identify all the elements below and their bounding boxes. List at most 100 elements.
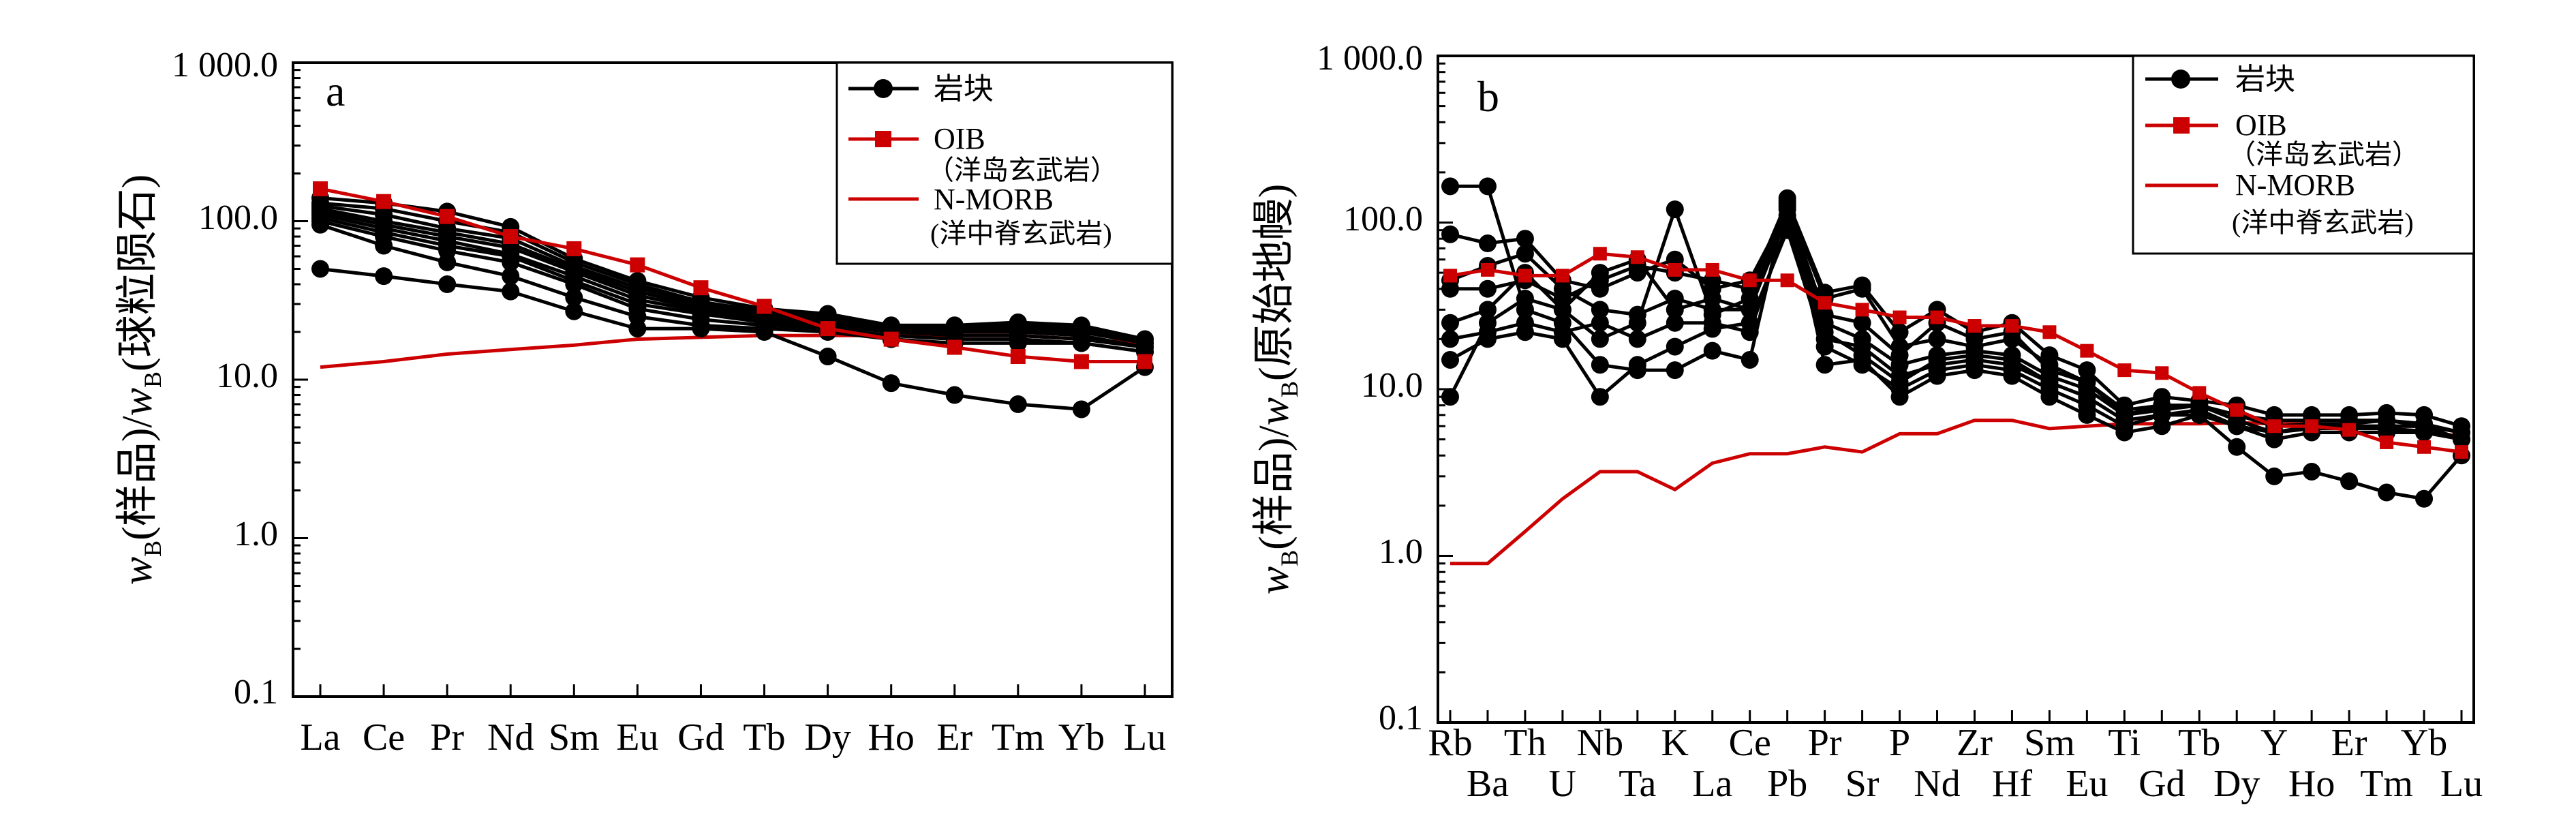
- panel-a-oib-point: [313, 181, 328, 197]
- panel-a-xtick-label-Dy: Dy: [804, 716, 850, 759]
- panel-b-rock-line-0: [1450, 184, 2463, 501]
- panel-b-oib-point: [1855, 303, 1869, 317]
- panel-b-oib-line: [1450, 252, 2462, 454]
- panel-a-xtick-label-Tb: Tb: [743, 716, 785, 759]
- panel-b-rock-point: [1478, 279, 1497, 298]
- panel-a-legend-rock-marker: [874, 79, 893, 98]
- panel-b-rock-point: [1441, 330, 1459, 348]
- panel-a-ylabel-p1: (样品)/: [114, 416, 161, 541]
- panel-a-oib-point: [1073, 354, 1089, 369]
- panel-b-rock-point: [1965, 356, 1984, 374]
- panel-b-xtick-label-Sm: Sm: [2024, 722, 2075, 764]
- panel-a-label: a: [326, 67, 345, 115]
- panel-a-rock-point: [1072, 400, 1090, 418]
- panel-b-rock-point: [1666, 361, 1684, 380]
- panel-a-oib-point: [440, 209, 455, 224]
- panel-b-oib-point: [1818, 296, 1832, 310]
- panel-b-rock-point: [1553, 330, 1571, 348]
- panel-a: 0.1 1.0 10.0 100.0 1 000.0 La Ce Pr Nd Sm Eu G…: [114, 46, 1174, 759]
- panel-b-rock-point: [1703, 305, 1721, 324]
- panel-b-rock-point: [1853, 276, 1871, 294]
- panel-b-rock-point: [1441, 279, 1459, 298]
- panel-b-rock-point: [1628, 356, 1646, 374]
- panel-a-xtick-label-Gd: Gd: [677, 716, 724, 759]
- panel-a-oib-point: [1137, 354, 1152, 369]
- panel-b-xtick-label-Gd: Gd: [2138, 763, 2185, 805]
- panel-b-legend-rock-label: 岩块: [2235, 63, 2295, 96]
- panel-a-oib-point: [503, 229, 519, 245]
- panel-b-rock-point: [1890, 346, 1909, 365]
- panel-b-legend: 岩块 OIB （洋岛玄武岩） N-MORB (洋中脊玄武岩): [2132, 55, 2475, 255]
- panel-b-rock-point: [1965, 330, 1984, 348]
- panel-b-x-tick-labels: RbBaThUNbTaKLaCePbPrSrPNdZrHfSmEuTiGdTbD…: [1428, 722, 2483, 805]
- panel-b-rock-point: [1815, 323, 1834, 341]
- panel-b-rock-point: [1478, 314, 1497, 332]
- panel-a-oib-point: [1010, 349, 1026, 365]
- panel-b-rock-point: [1478, 177, 1497, 196]
- panel-b-rock-point: [1478, 301, 1497, 319]
- panel-b-rock-point: [2040, 346, 2059, 365]
- panel-a-series: [311, 181, 1154, 418]
- panel-a-oib-point: [756, 299, 772, 314]
- panel-b-oib-point: [1967, 319, 1982, 333]
- panel-b-xtick-label-Tm: Tm: [2360, 763, 2413, 805]
- panel-b-rock-point: [2415, 489, 2434, 508]
- panel-b-rock-point: [1666, 337, 1684, 356]
- panel-a-ytick-label-1: 1.0: [234, 515, 278, 553]
- panel-b-oib-point: [2380, 435, 2394, 449]
- panel-b-rock-point: [1741, 314, 1759, 332]
- panel-b-ylabel-p1: (样品)/: [1251, 425, 1298, 550]
- panel-a-xtick-label-La: La: [300, 716, 340, 759]
- panel-a-ytick-label-2: 10.0: [216, 356, 278, 395]
- panel-b-ytick-label-4: 1 000.0: [1317, 39, 1423, 78]
- panel-b-xtick-label-Ta: Ta: [1619, 763, 1656, 805]
- panel-b-oib-point: [2230, 403, 2244, 417]
- panel-b-rock-point: [1815, 356, 1834, 374]
- panel-b-rock-point: [1741, 350, 1759, 369]
- panel-b-rock-point: [2340, 472, 2359, 491]
- panel-a-rock-point: [375, 267, 393, 286]
- panel-b-rock-point: [2153, 396, 2171, 414]
- panel-a-rock-point: [628, 272, 647, 290]
- panel-b-xtick-label-Sr: Sr: [1845, 763, 1880, 805]
- panel-a-x-tick-labels: La Ce Pr Nd Sm Eu Gd Tb Dy Ho Er Tm Yb Lu: [300, 716, 1166, 759]
- panel-b-oib-point: [2042, 325, 2057, 339]
- panel-a-rock-point: [882, 374, 900, 393]
- panel-b-oib-point: [2117, 363, 2132, 378]
- panel-b-rock-point: [1553, 301, 1571, 319]
- panel-b-xtick-label-Pr: Pr: [1808, 722, 1842, 764]
- panel-b-rock-point: [2115, 406, 2134, 424]
- panel-b: 0.1 1.0 10.0 100.0 1 000.0 RbBaThUNbTaKL…: [1251, 39, 2483, 805]
- panel-b-rock-point: [1815, 305, 1834, 324]
- panel-a-rock-line-2: [320, 219, 1146, 354]
- panel-b-xtick-label-Nb: Nb: [1577, 722, 1623, 764]
- panel-a-rock-line-9: [320, 196, 1146, 341]
- panel-a-oib-point: [883, 331, 899, 347]
- panel-b-oib-point: [1668, 262, 1682, 277]
- panel-a-y-ticks: [293, 61, 1146, 698]
- panel-b-xtick-label-U: U: [1549, 763, 1576, 805]
- panel-a-ytick-label-0: 0.1: [234, 673, 278, 712]
- panel-a-ylabel-p2: (球粒陨石): [114, 174, 161, 371]
- panel-a-xtick-label-Ce: Ce: [363, 716, 405, 759]
- panel-b-rock-point: [1516, 289, 1534, 307]
- panel-b-ytick-label-3: 100.0: [1343, 200, 1423, 239]
- panel-b-oib-point: [2455, 445, 2468, 459]
- panel-a-oib-point: [820, 321, 835, 337]
- panel-b-rock-point: [1666, 314, 1684, 332]
- panel-a-rock-point: [565, 288, 583, 307]
- panel-b-xtick-label-Ba: Ba: [1467, 763, 1509, 805]
- panel-a-y-axis-label: wB(样品)/wB(球粒陨石): [114, 174, 166, 585]
- panel-b-oib-point: [2005, 319, 2019, 333]
- panel-a-legend-nmorb-label: N-MORB: [934, 183, 1054, 216]
- panel-a-rock-line-8: [320, 201, 1146, 341]
- panel-b-xtick-label-Ti: Ti: [2108, 722, 2141, 764]
- panel-b-rock-point: [1815, 337, 1834, 356]
- panel-a-y-tick-labels: 0.1 1.0 10.0 100.0 1 000.0: [172, 46, 278, 712]
- panel-b-xtick-label-La: La: [1692, 763, 1732, 805]
- panel-b-oib-point: [2192, 386, 2207, 400]
- panel-a-rock-point: [311, 260, 329, 278]
- panel-b-rock-point: [2190, 396, 2209, 414]
- panel-b-oib-point: [1930, 310, 1944, 324]
- panel-b-rock-point: [1628, 314, 1646, 332]
